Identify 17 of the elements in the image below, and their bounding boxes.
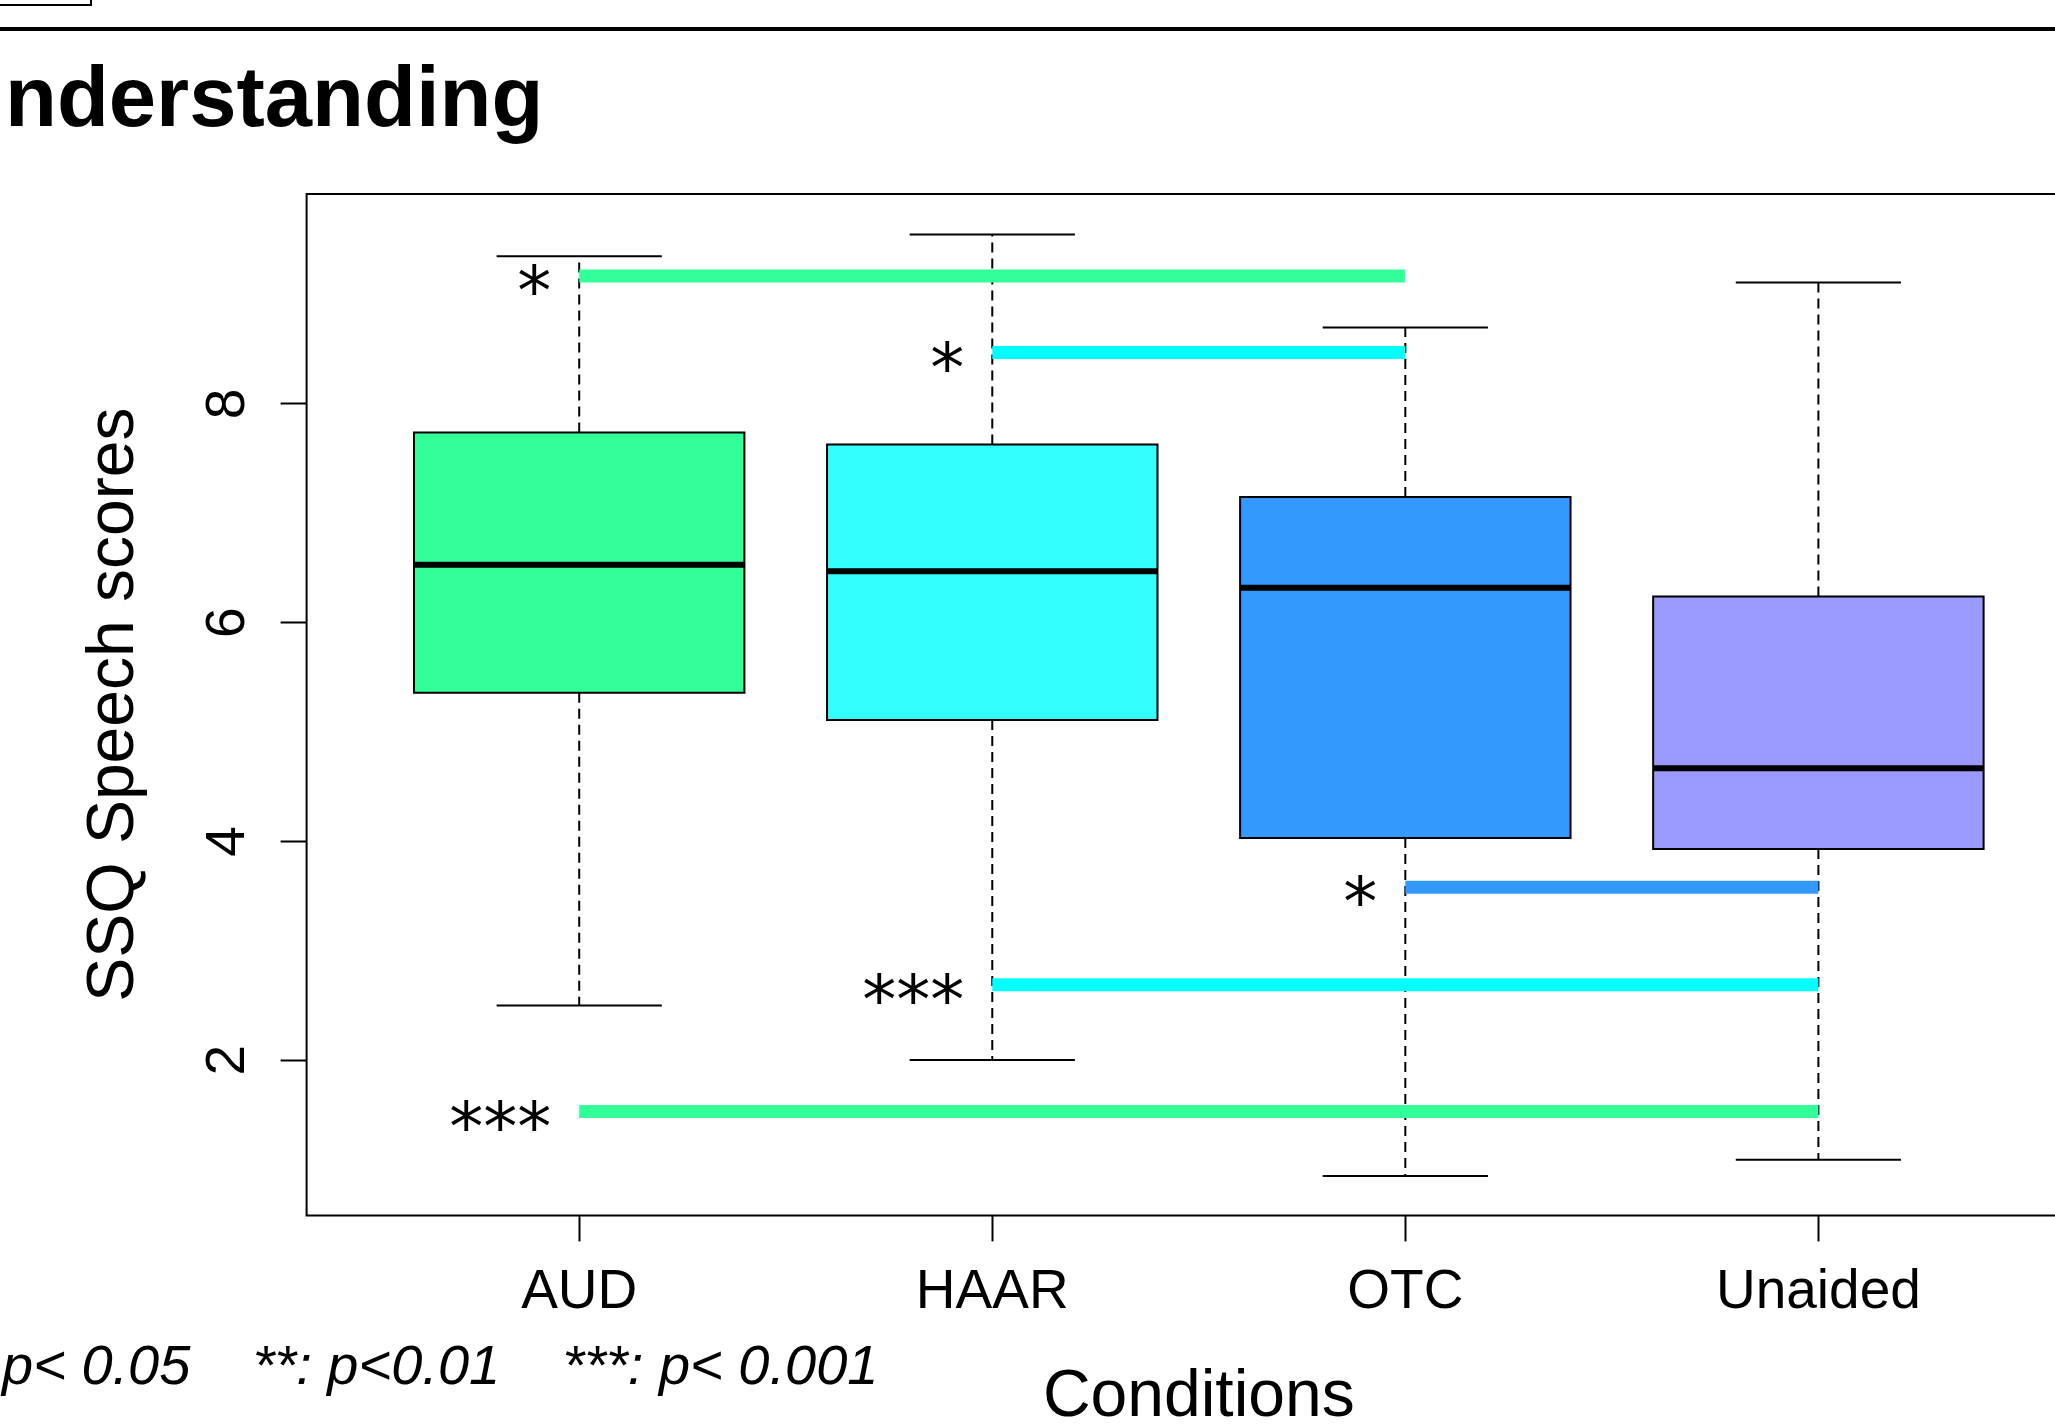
annotation: *	[517, 251, 552, 331]
text: p< 0.05 **: p<0.01 ***: p< 0.001	[2, 1333, 879, 1396]
chart-title: nderstanding	[5, 49, 544, 144]
y-tick-label: 2	[194, 1044, 257, 1076]
x-tick-label: AUD	[521, 1258, 638, 1321]
x-tick-label: HAAR	[915, 1258, 1069, 1321]
annotation: *	[930, 327, 965, 407]
annotation: ***	[862, 959, 965, 1039]
y-tick-label: 8	[194, 388, 257, 420]
annotation: ***	[449, 1086, 552, 1166]
x-tick-label: OTC	[1347, 1258, 1464, 1321]
x-axis-title: Conditions	[1042, 1356, 1355, 1426]
y-tick-label: 6	[194, 607, 257, 638]
x-tick-label: Unaided	[1715, 1258, 1921, 1321]
y-axis-title: SSQ Speech scores	[73, 407, 148, 1002]
annotation: *	[1343, 862, 1378, 942]
y-tick-label: 4	[194, 826, 257, 857]
